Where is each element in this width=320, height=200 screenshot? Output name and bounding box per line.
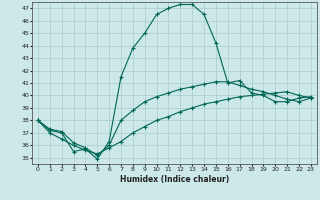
X-axis label: Humidex (Indice chaleur): Humidex (Indice chaleur) xyxy=(120,175,229,184)
